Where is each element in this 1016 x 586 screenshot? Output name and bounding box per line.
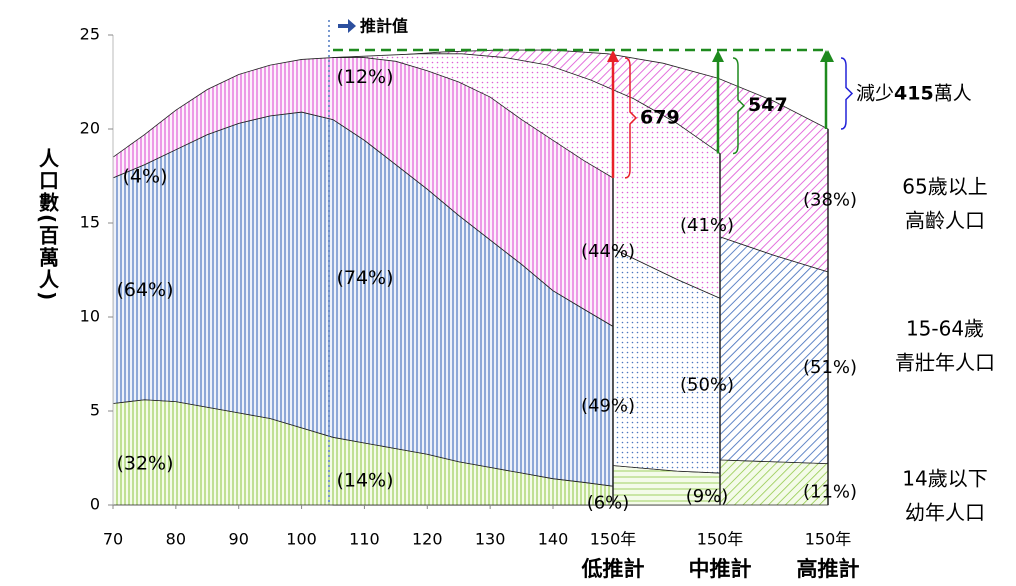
y-tick-label: 25	[80, 25, 100, 44]
reduction-label: 679	[640, 106, 680, 128]
reduction-part: 減少	[856, 82, 894, 104]
scenario-name: 高推計	[797, 557, 860, 581]
series-label: 青壯年人口	[895, 351, 995, 375]
history-share: (64%)	[116, 279, 173, 301]
y-tick-label: 15	[80, 213, 100, 232]
scenario-year: 150年	[805, 530, 852, 549]
scenario-year: 150年	[697, 530, 744, 549]
reduction-part: 415	[894, 82, 934, 104]
share-label: (44%)	[581, 241, 635, 262]
history-share: (12%)	[336, 66, 393, 88]
share-label: (49%)	[581, 395, 635, 416]
x-tick-label: 70	[103, 530, 123, 549]
areas	[113, 50, 828, 505]
series-label: 幼年人口	[905, 501, 985, 525]
share-label: (38%)	[803, 189, 857, 210]
reduction-label: 547	[748, 94, 788, 116]
arrow-head	[712, 50, 724, 62]
history-share: (14%)	[336, 470, 393, 492]
share-label: (11%)	[803, 481, 857, 502]
reduction-label: 減少415萬人	[856, 82, 972, 104]
projection-arrow-icon	[338, 19, 356, 33]
y-tick-label: 10	[80, 307, 100, 326]
scenario-name: 中推計	[689, 557, 752, 581]
share-label: (6%)	[587, 493, 630, 514]
scenario-year: 150年	[590, 530, 637, 549]
series-label: 高齡人口	[905, 209, 985, 233]
share-label: (51%)	[803, 357, 857, 378]
brace	[841, 58, 852, 129]
x-tick-label: 90	[229, 530, 249, 549]
share-label: (50%)	[680, 375, 734, 396]
history-share: (4%)	[123, 166, 168, 188]
chart: 0 5 10 15 20 25 70 80 90 100 110 120 130 140 (11%) (51%…	[0, 0, 1016, 586]
series-label: 15-64歲	[906, 317, 984, 341]
share-label: (41%)	[680, 215, 734, 236]
reduction-part: 萬人	[934, 82, 972, 104]
history-share: (74%)	[336, 267, 393, 289]
x-tick-label: 110	[349, 530, 380, 549]
share-label: (9%)	[686, 486, 729, 507]
y-tick-label: 20	[80, 119, 100, 138]
x-tick-label: 120	[412, 530, 443, 549]
history-share: (32%)	[116, 453, 173, 475]
y-axis-title: 人口數(百萬人)	[36, 148, 60, 303]
x-tick-label: 140	[538, 530, 569, 549]
series-label: 65歲以上	[902, 175, 987, 199]
x-tick-label: 80	[166, 530, 186, 549]
x-tick-label: 130	[475, 530, 506, 549]
scenario-name: 低推計	[581, 557, 645, 581]
x-tick-label: 100	[286, 530, 317, 549]
projection-label: 推計值	[360, 17, 408, 36]
series-label: 14歲以下	[902, 467, 987, 491]
y-tick-label: 0	[90, 495, 100, 514]
y-tick-label: 5	[90, 401, 100, 420]
